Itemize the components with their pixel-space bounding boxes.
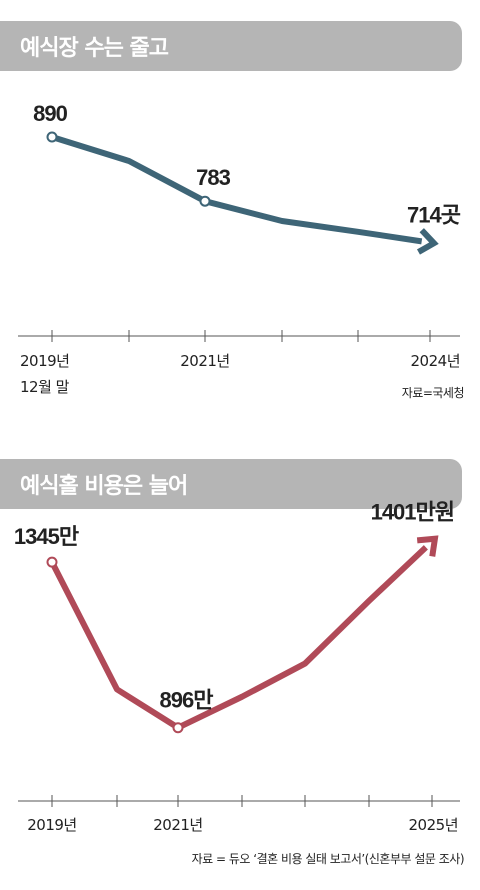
chart2-title-banner: 예식홀 비용은 늘어 [0,459,462,509]
value-label-2: 783 [196,165,230,190]
tick-label-0: 2019년 [27,816,76,834]
data-point-2 [199,195,211,207]
chart2-plot: 1345만 896만 1401만원 2019년 2021년 2025년 [14,500,460,834]
tick-label-0: 2019년 [20,352,69,370]
chart1-source: 자료=국세청 [401,386,465,400]
tick-label-2: 2021년 [153,816,202,834]
value-label-2: 896만 [160,688,214,713]
value-label-6: 1401만원 [371,500,454,525]
data-point-0 [46,131,58,143]
data-point-0 [46,556,58,568]
chart1-title-banner: 예식장 수는 줄고 [0,21,462,71]
tick-label-0-line2: 12월 말 [20,378,70,396]
value-label-5: 714곳 [407,203,461,228]
tick-label-5: 2024년 [411,352,460,370]
value-label-0: 890 [33,101,67,126]
data-point-2 [172,722,184,734]
chart1-title: 예식장 수는 줄고 [20,36,169,61]
series-arrowhead [416,228,439,255]
chart2-title: 예식홀 비용은 늘어 [20,474,188,499]
series-line [51,134,423,245]
chart1-plot: 890 783 714곳 2019년 12월 말 2021년 2024년 [18,101,462,396]
tick-label-6: 2025년 [409,816,458,834]
chart2-source: 자료 = 듀오 ‘결혼 비용 실태 보고서’(신혼부부 설문 조사) [191,852,465,866]
series-line [49,545,428,731]
series-arrowhead [416,535,439,557]
value-label-0: 1345만 [14,524,79,549]
tick-label-2: 2021년 [180,352,229,370]
